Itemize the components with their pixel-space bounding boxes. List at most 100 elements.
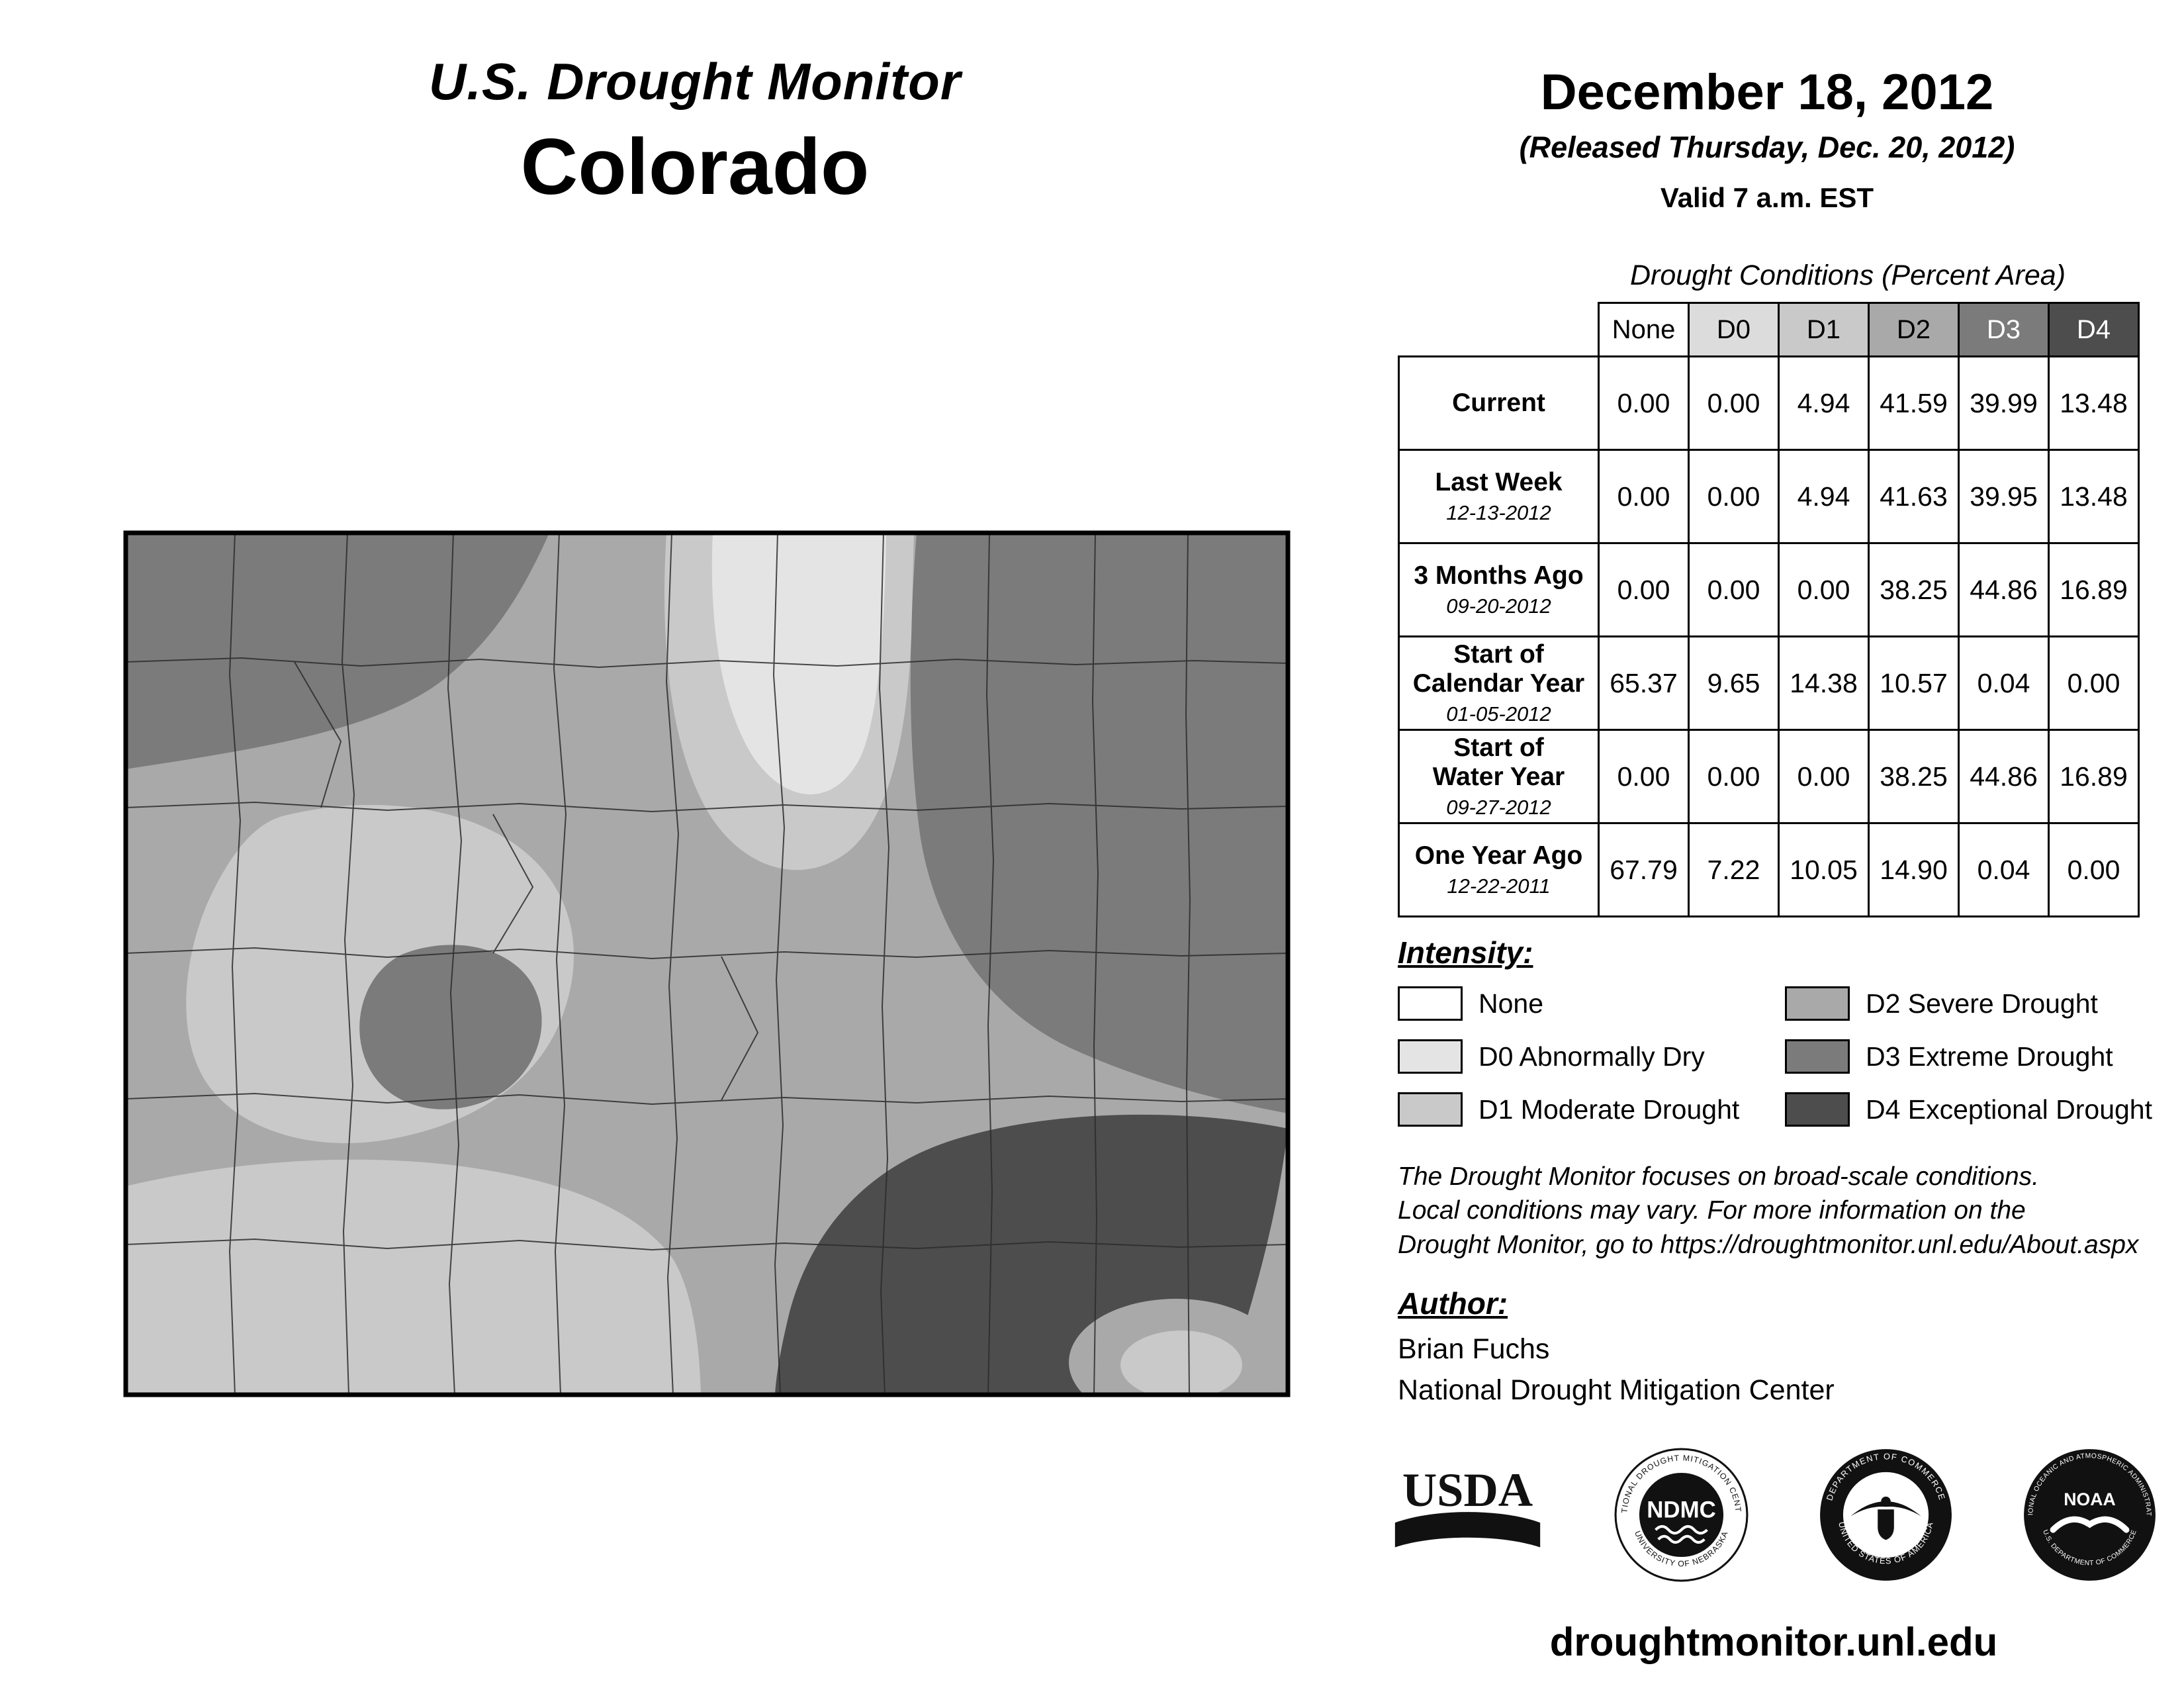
value-cell: 41.59 bbox=[1868, 355, 1960, 451]
drought-map-svg bbox=[123, 530, 1291, 1397]
value-cell: 44.86 bbox=[1958, 729, 2050, 824]
value-cell: 7.22 bbox=[1688, 822, 1780, 917]
intensity-legend: None D0 Abnormally Dry D1 Moderate Droug… bbox=[1398, 986, 2152, 1127]
commerce-seal-svg: DEPARTMENT OF COMMERCE UNITED STATES OF … bbox=[1819, 1449, 1952, 1581]
logo-row: USDA NATIONAL DROUGHT MITIGATION CENTER … bbox=[1390, 1447, 2158, 1583]
legend-label: D3 Extreme Drought bbox=[1865, 1041, 2113, 1072]
table-row-start-water-year: Start of Water Year 09-27-2012 0.00 0.00 … bbox=[1398, 729, 2140, 824]
table-row-current: Current 0.00 0.00 4.94 41.59 39.99 13.48 bbox=[1398, 355, 2140, 451]
county-boundaries bbox=[126, 533, 1288, 1395]
legend-label: D4 Exceptional Drought bbox=[1865, 1094, 2152, 1125]
value-cell: 0.00 bbox=[2048, 822, 2140, 917]
legend-item-d2: D2 Severe Drought bbox=[1784, 986, 2152, 1021]
value-cell: 0.00 bbox=[2048, 635, 2140, 731]
d3-centerwest-spot bbox=[359, 945, 542, 1109]
noaa-logo-svg: NATIONAL OCEANIC AND ATMOSPHERIC ADMINIS… bbox=[2022, 1447, 2156, 1581]
legend-item-d0: D0 Abnormally Dry bbox=[1398, 1039, 1756, 1074]
legend-item-d1: D1 Moderate Drought bbox=[1398, 1092, 1756, 1127]
value-cell: 0.00 bbox=[1688, 542, 1780, 637]
release-date: December 18, 2012 bbox=[1540, 64, 1994, 120]
title-block: U.S. Drought Monitor Colorado bbox=[99, 52, 1291, 212]
usda-wordmark: USDA bbox=[1402, 1463, 1533, 1517]
table-header-row: None D0 D1 D2 D3 D4 bbox=[1399, 302, 2140, 357]
value-cell: 39.99 bbox=[1958, 355, 2050, 451]
value-cell: 13.48 bbox=[2048, 449, 2140, 544]
author-name: Brian Fuchs bbox=[1398, 1333, 1550, 1365]
value-cell: 16.89 bbox=[2048, 542, 2140, 637]
value-cell: 9.65 bbox=[1688, 635, 1780, 731]
release-info: (Released Thursday, Dec. 20, 2012) bbox=[1519, 130, 2015, 164]
value-cell: 38.25 bbox=[1868, 542, 1960, 637]
usda-logo: USDA bbox=[1390, 1463, 1545, 1567]
legend-swatch-d1 bbox=[1398, 1092, 1463, 1127]
table-row-3-months-ago: 3 Months Ago 09-20-2012 0.00 0.00 0.00 38… bbox=[1398, 542, 2140, 637]
row-label: One Year Ago 12-22-2011 bbox=[1398, 822, 1600, 917]
noaa-wordmark: NOAA bbox=[2064, 1489, 2115, 1509]
table-row-start-calendar-year: Start of Calendar Year 01-05-2012 65.37 9… bbox=[1398, 635, 2140, 731]
value-cell: 4.94 bbox=[1778, 449, 1870, 544]
column-header-d3: D3 bbox=[1958, 302, 2050, 357]
value-cell: 0.04 bbox=[1958, 635, 2050, 731]
value-cell: 0.00 bbox=[1598, 355, 1690, 451]
value-cell: 0.00 bbox=[1688, 729, 1780, 824]
legend-swatch-d3 bbox=[1784, 1039, 1850, 1074]
author-heading: Author: bbox=[1398, 1286, 1508, 1321]
noaa-gull-icon bbox=[2050, 1516, 2130, 1533]
value-cell: 0.00 bbox=[1598, 449, 1690, 544]
usda-swoosh bbox=[1394, 1512, 1541, 1548]
state-title: Colorado bbox=[520, 122, 870, 211]
row-label: Start of Calendar Year 01-05-2012 bbox=[1398, 635, 1600, 731]
doc-eagle-head bbox=[1880, 1496, 1891, 1507]
d3-east-region bbox=[910, 533, 1288, 1113]
table-row-last-week: Last Week 12-13-2012 0.00 0.00 4.94 41.63… bbox=[1398, 449, 2140, 544]
ndmc-wordmark: NDMC bbox=[1647, 1497, 1716, 1523]
value-cell: 0.00 bbox=[1778, 542, 1870, 637]
value-cell: 4.94 bbox=[1778, 355, 1870, 451]
row-label: Last Week 12-13-2012 bbox=[1398, 449, 1600, 544]
row-label: 3 Months Ago 09-20-2012 bbox=[1398, 542, 1600, 637]
legend-item-d4: D4 Exceptional Drought bbox=[1784, 1092, 2152, 1127]
table-row-one-year-ago: One Year Ago 12-22-2011 67.79 7.22 10.05 … bbox=[1398, 822, 2140, 917]
value-cell: 39.95 bbox=[1958, 449, 2050, 544]
ndmc-inner-circle bbox=[1639, 1472, 1724, 1558]
column-header-none: None bbox=[1598, 302, 1690, 357]
value-cell: 65.37 bbox=[1598, 635, 1690, 731]
value-cell: 10.05 bbox=[1778, 822, 1870, 917]
legend-label: D0 Abnormally Dry bbox=[1479, 1041, 1705, 1072]
value-cell: 14.38 bbox=[1778, 635, 1870, 731]
d1-secorner-core bbox=[1120, 1331, 1242, 1395]
ndmc-logo-svg: NATIONAL DROUGHT MITIGATION CENTER UNIVE… bbox=[1614, 1447, 1749, 1582]
value-cell: 13.48 bbox=[2048, 355, 2140, 451]
row-label: Start of Water Year 09-27-2012 bbox=[1398, 729, 1600, 824]
doc-shield-icon bbox=[1877, 1509, 1894, 1540]
row-label: Current bbox=[1398, 355, 1600, 451]
legend-label: D2 Severe Drought bbox=[1865, 988, 2098, 1019]
value-cell: 10.57 bbox=[1868, 635, 1960, 731]
noaa-circle bbox=[2024, 1449, 2156, 1581]
drought-conditions-table: None D0 D1 D2 D3 D4 Current 0.00 0.00 4.… bbox=[1398, 302, 2140, 917]
disclaimer-text: The Drought Monitor focuses on broad-sca… bbox=[1398, 1162, 2139, 1259]
commerce-seal-logo: DEPARTMENT OF COMMERCE UNITED STATES OF … bbox=[1818, 1447, 1954, 1583]
value-cell: 0.04 bbox=[1958, 822, 2050, 917]
colorado-drought-map bbox=[122, 530, 1291, 1398]
doc-eagle-icon bbox=[1850, 1501, 1921, 1517]
value-cell: 38.25 bbox=[1868, 729, 1960, 824]
legend-swatch-d0 bbox=[1398, 1039, 1463, 1074]
table-corner-blank bbox=[1399, 303, 1599, 357]
author-org: National Drought Mitigation Center bbox=[1398, 1374, 1835, 1406]
value-cell: 0.00 bbox=[1598, 729, 1690, 824]
ndmc-logo: NATIONAL DROUGHT MITIGATION CENTER UNIVE… bbox=[1614, 1447, 1749, 1583]
intensity-legend-title: Intensity: bbox=[1398, 935, 1533, 970]
state-border bbox=[123, 530, 1291, 1397]
legend-swatch-d4 bbox=[1784, 1092, 1850, 1127]
value-cell: 0.00 bbox=[1778, 729, 1870, 824]
column-header-d1: D1 bbox=[1778, 302, 1870, 357]
column-header-d4: D4 bbox=[2048, 302, 2140, 357]
page-title: U.S. Drought Monitor bbox=[428, 52, 962, 111]
legend-label: None bbox=[1479, 988, 1544, 1019]
site-url[interactable]: droughtmonitor.unl.edu bbox=[1549, 1620, 1998, 1664]
value-cell: 67.79 bbox=[1598, 822, 1690, 917]
value-cell: 41.63 bbox=[1868, 449, 1960, 544]
legend-item-d3: D3 Extreme Drought bbox=[1784, 1039, 2152, 1074]
